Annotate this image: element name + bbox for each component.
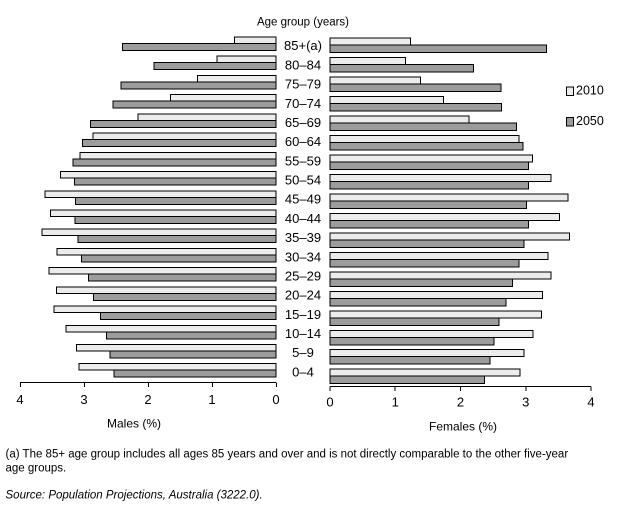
svg-text:60–64: 60–64 bbox=[285, 134, 321, 149]
svg-text:1: 1 bbox=[392, 395, 399, 410]
svg-text:10–14: 10–14 bbox=[285, 326, 321, 341]
svg-text:Males (%): Males (%) bbox=[107, 417, 161, 431]
svg-text:25–29: 25–29 bbox=[285, 269, 321, 284]
svg-text:0–4: 0–4 bbox=[292, 364, 314, 379]
svg-text:0: 0 bbox=[272, 392, 279, 407]
svg-text:30–34: 30–34 bbox=[285, 249, 321, 264]
svg-text:65–69: 65–69 bbox=[285, 115, 321, 130]
svg-text:4: 4 bbox=[587, 395, 594, 410]
svg-text:3: 3 bbox=[522, 395, 529, 410]
svg-text:Age group (years): Age group (years) bbox=[257, 17, 349, 29]
svg-text:2: 2 bbox=[457, 395, 464, 410]
svg-text:70–74: 70–74 bbox=[285, 96, 321, 111]
svg-text:45–49: 45–49 bbox=[285, 192, 321, 207]
svg-text:20–24: 20–24 bbox=[285, 288, 321, 303]
svg-text:0: 0 bbox=[326, 395, 333, 410]
svg-text:40–44: 40–44 bbox=[285, 211, 321, 226]
svg-text:55–59: 55–59 bbox=[285, 153, 321, 168]
svg-text:80–84: 80–84 bbox=[285, 57, 321, 72]
svg-text:85+(a): 85+(a) bbox=[284, 38, 322, 53]
svg-text:age groups.: age groups. bbox=[6, 463, 67, 475]
svg-text:50–54: 50–54 bbox=[285, 173, 321, 188]
svg-text:4: 4 bbox=[16, 392, 23, 407]
svg-text:5–9: 5–9 bbox=[292, 345, 314, 360]
svg-text:75–79: 75–79 bbox=[285, 77, 321, 92]
svg-text:15–19: 15–19 bbox=[285, 307, 321, 322]
svg-text:2: 2 bbox=[144, 392, 151, 407]
svg-text:3: 3 bbox=[80, 392, 87, 407]
svg-text:Source: Population Projections: Source: Population Projections, Australi… bbox=[6, 490, 263, 502]
svg-text:1: 1 bbox=[208, 392, 215, 407]
svg-text:35–39: 35–39 bbox=[285, 230, 321, 245]
svg-text:(a) The 85+ age group includes: (a) The 85+ age group includes all ages … bbox=[6, 449, 569, 461]
svg-text:2010: 2010 bbox=[576, 84, 604, 98]
svg-text:2050: 2050 bbox=[576, 114, 604, 128]
svg-text:Females (%): Females (%) bbox=[429, 420, 497, 434]
